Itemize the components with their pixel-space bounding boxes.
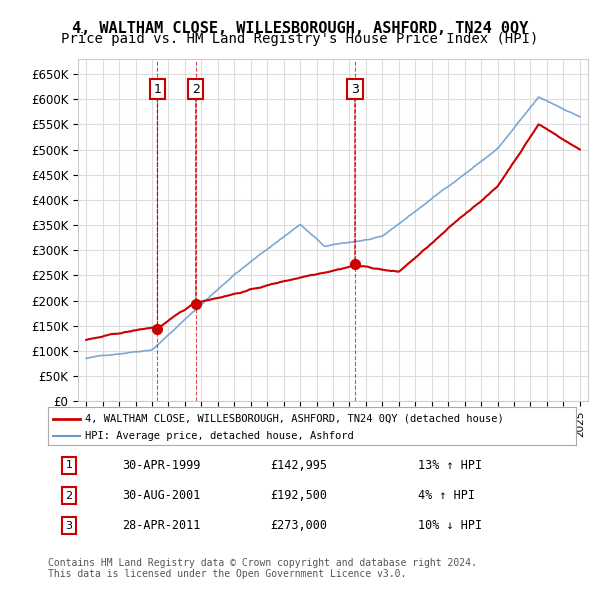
Text: 4, WALTHAM CLOSE, WILLESBOROUGH, ASHFORD, TN24 0QY: 4, WALTHAM CLOSE, WILLESBOROUGH, ASHFORD… <box>72 21 528 35</box>
Text: 28-APR-2011: 28-APR-2011 <box>122 519 200 532</box>
Text: 3: 3 <box>351 83 359 96</box>
Text: 1: 1 <box>65 460 73 470</box>
Text: 3: 3 <box>65 521 73 531</box>
Text: HPI: Average price, detached house, Ashford: HPI: Average price, detached house, Ashf… <box>85 431 354 441</box>
Text: 30-APR-1999: 30-APR-1999 <box>122 459 200 472</box>
Text: 2: 2 <box>65 491 73 500</box>
Text: 30-AUG-2001: 30-AUG-2001 <box>122 489 200 502</box>
Text: 4, WALTHAM CLOSE, WILLESBOROUGH, ASHFORD, TN24 0QY (detached house): 4, WALTHAM CLOSE, WILLESBOROUGH, ASHFORD… <box>85 414 504 424</box>
Text: 13% ↑ HPI: 13% ↑ HPI <box>418 459 482 472</box>
Text: £192,500: £192,500 <box>270 489 327 502</box>
Text: Price paid vs. HM Land Registry's House Price Index (HPI): Price paid vs. HM Land Registry's House … <box>61 32 539 47</box>
Text: 10% ↓ HPI: 10% ↓ HPI <box>418 519 482 532</box>
Text: Contains HM Land Registry data © Crown copyright and database right 2024.
This d: Contains HM Land Registry data © Crown c… <box>48 558 477 579</box>
Text: 1: 1 <box>154 83 161 96</box>
Text: £142,995: £142,995 <box>270 459 327 472</box>
Text: 2: 2 <box>192 83 200 96</box>
Text: 4% ↑ HPI: 4% ↑ HPI <box>418 489 475 502</box>
Text: £273,000: £273,000 <box>270 519 327 532</box>
